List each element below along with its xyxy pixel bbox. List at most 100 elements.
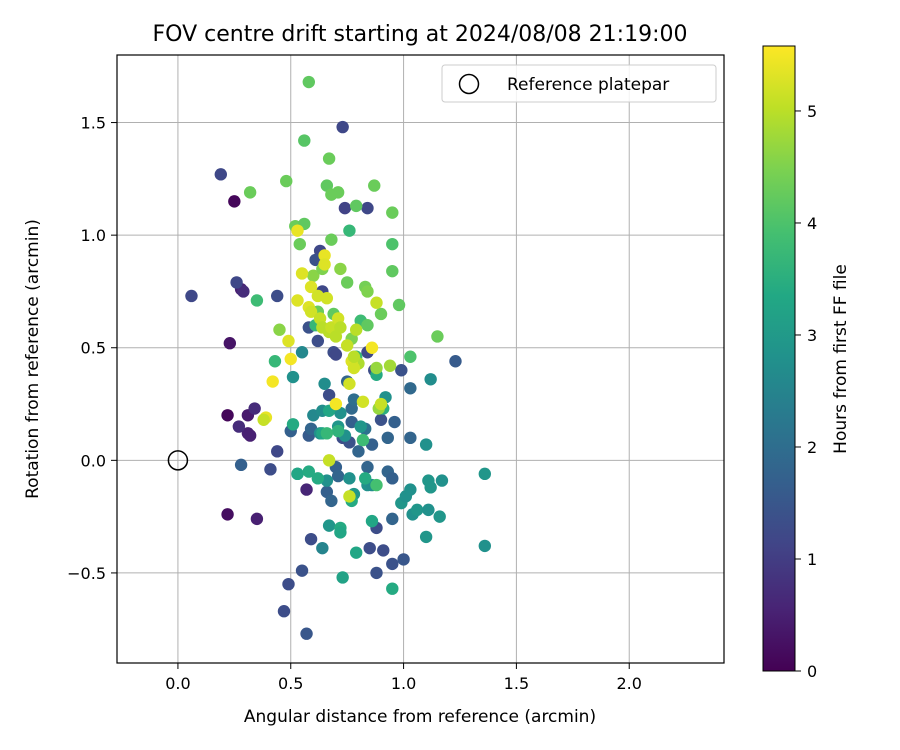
data-point (228, 195, 241, 208)
data-point (320, 292, 334, 305)
colorbar-tick-label: 5 (807, 102, 817, 121)
data-point (361, 201, 374, 215)
data-point (221, 508, 234, 521)
data-point (356, 395, 370, 408)
data-point (370, 478, 383, 492)
data-point (370, 296, 383, 309)
data-point (329, 397, 343, 411)
y-tick-label: 0.0 (81, 451, 106, 470)
data-point (277, 605, 291, 618)
data-point (322, 388, 336, 402)
x-axis-label: Angular distance from reference (arcmin) (244, 707, 596, 727)
data-point (284, 352, 297, 366)
data-point (307, 269, 320, 282)
data-point (223, 337, 237, 350)
y-axis: −0.5 0.0 0.5 1.0 1.5 (67, 114, 117, 583)
data-point (322, 519, 336, 532)
data-point (478, 467, 492, 481)
data-point (293, 237, 306, 251)
data-point (343, 490, 356, 503)
data-point (361, 285, 374, 298)
reference-platepar-marker (167, 450, 189, 471)
data-point (478, 539, 492, 553)
x-tick-label: 1.0 (391, 674, 416, 693)
x-axis: 0.0 0.5 1.0 1.5 2.0 (165, 663, 642, 693)
data-point (304, 532, 318, 546)
colorbar: 0 1 2 3 4 5 Hours from first FF file (762, 45, 851, 681)
data-point (338, 201, 352, 215)
data-point (325, 233, 338, 246)
data-point (331, 424, 345, 438)
data-point (302, 75, 316, 89)
data-point (248, 402, 261, 415)
data-point (325, 494, 338, 508)
data-point (386, 472, 399, 485)
data-point (286, 370, 300, 384)
data-point (392, 298, 406, 312)
data-point (291, 294, 304, 307)
data-point (266, 375, 279, 388)
data-point (331, 469, 345, 483)
data-point (234, 458, 248, 472)
data-point (343, 472, 356, 485)
legend-marker-icon (458, 73, 480, 95)
data-point (386, 557, 399, 571)
legend-box (441, 64, 717, 103)
data-point (352, 445, 365, 458)
data-point (424, 481, 437, 494)
data-point (363, 541, 376, 555)
data-point (318, 377, 331, 390)
colorbar-gradient (762, 45, 796, 672)
data-point (295, 267, 309, 280)
data-point (302, 465, 316, 478)
reference-point (167, 450, 189, 471)
legend: Reference platepar (441, 64, 717, 103)
colorbar-tick-label: 2 (807, 438, 817, 457)
data-point (349, 323, 363, 336)
y-tick-label: −0.5 (67, 564, 106, 583)
data-point (318, 258, 331, 271)
data-point (433, 510, 446, 523)
data-point (349, 546, 363, 559)
data-point (431, 330, 444, 343)
data-point (291, 224, 304, 237)
data-point (221, 409, 234, 422)
data-point (185, 289, 198, 303)
data-point (322, 454, 336, 467)
data-point (286, 418, 300, 431)
colorbar-tick-label: 3 (807, 326, 817, 345)
data-point (356, 433, 370, 447)
colorbar-tick-label: 1 (807, 550, 817, 569)
data-point (368, 179, 381, 192)
x-tick-label: 0.5 (278, 674, 303, 693)
data-point (257, 413, 270, 426)
data-point (386, 237, 399, 251)
data-point (334, 526, 347, 539)
legend-label: Reference platepar (507, 75, 669, 95)
data-point (291, 467, 304, 481)
plot-frame (116, 54, 725, 664)
data-point (243, 186, 257, 199)
data-point (304, 280, 318, 294)
data-point (386, 582, 399, 595)
data-point (404, 483, 417, 496)
data-point (320, 427, 334, 440)
data-point (424, 373, 437, 386)
data-point (361, 460, 374, 474)
data-point (374, 307, 388, 321)
data-point (214, 168, 227, 181)
data-point (347, 361, 361, 375)
colorbar-label: Hours from first FF file (831, 264, 851, 454)
data-point (325, 188, 338, 201)
data-point (386, 512, 399, 526)
data-point (250, 512, 264, 526)
x-tick-label: 2.0 (617, 674, 642, 693)
data-point (300, 627, 313, 640)
data-point (336, 120, 349, 134)
data-point (300, 483, 313, 496)
grid-lines (117, 55, 724, 663)
data-point (268, 355, 282, 368)
data-point (377, 544, 390, 557)
data-point (397, 553, 410, 566)
